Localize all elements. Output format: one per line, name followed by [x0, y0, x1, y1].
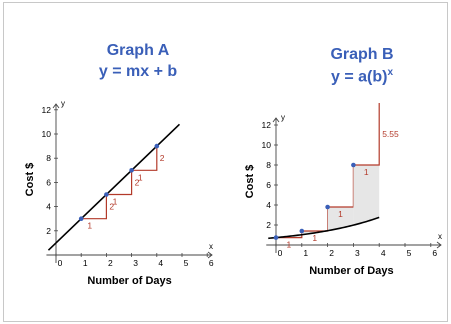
y-tick-label: 12: [42, 105, 52, 115]
data-point: [78, 216, 84, 221]
x-axis-letter: x: [438, 232, 442, 241]
run-label: 1: [113, 197, 118, 207]
step-shade: [327, 165, 354, 231]
x-tick-label: 2: [108, 258, 113, 268]
data-point: [129, 168, 134, 173]
y-tick-label: 4: [46, 202, 51, 212]
data-point: [273, 235, 279, 240]
y-tick-label: 10: [42, 129, 52, 139]
graph-b-title: Graph B y = a(b)x: [282, 46, 442, 86]
y-tick-label: 8: [46, 153, 51, 163]
y-axis-arrow: [52, 103, 60, 109]
y-tick-label: 4: [266, 200, 271, 210]
x-tick-label: 1: [83, 258, 88, 268]
x-tick-label: 5: [184, 258, 189, 268]
data-point: [104, 192, 109, 197]
step-shade: [353, 103, 380, 226]
y-axis-letter: y: [61, 99, 65, 108]
x-axis-letter: x: [209, 242, 213, 251]
y-tick-label: 8: [266, 160, 271, 170]
step-lines: [81, 194, 107, 220]
x-axis-title: Number of Days: [87, 275, 171, 287]
x-tick-label: 1: [303, 248, 308, 258]
data-point: [154, 143, 160, 149]
x-axis-arrow: [207, 251, 213, 259]
y-tick-label: 12: [262, 120, 272, 130]
y-axis-title: Cost $: [24, 163, 36, 197]
x-tick-label: 5: [407, 248, 412, 258]
linear-line: [47, 123, 181, 251]
run-label: 1: [364, 167, 369, 177]
step-lines: [353, 103, 380, 166]
data-point: [325, 204, 330, 210]
y-tick-label: 2: [266, 220, 271, 230]
rise-label: 2: [135, 177, 140, 187]
exponential-curve: [268, 216, 380, 240]
x-axis-arrow: [436, 241, 442, 249]
x-tick-label: 3: [355, 248, 360, 258]
graph-a-title: Graph A y = mx + b: [58, 42, 218, 81]
run-label: 1: [87, 221, 92, 231]
graph-b-equation: y = a(b)x: [330, 67, 394, 86]
step-lines: [106, 170, 133, 196]
x-tick-label: 2: [329, 248, 334, 258]
step-lines: [327, 165, 354, 208]
run-label: 1: [312, 233, 317, 243]
y-tick-label: 6: [46, 177, 51, 187]
y-axis-title: Cost $: [244, 165, 256, 199]
x-tick-label: 0: [58, 258, 63, 268]
step-lines: [131, 146, 158, 171]
rise-label: 2: [109, 202, 114, 212]
x-tick-label: 6: [209, 258, 214, 268]
y-axis-letter: y: [281, 113, 285, 122]
y-tick-label: 10: [262, 140, 272, 150]
rise-label: 2: [160, 153, 165, 163]
x-tick-label: 0: [278, 248, 283, 258]
data-point: [351, 162, 356, 168]
x-axis-title: Number of Days: [309, 265, 393, 277]
run-label: 1: [287, 240, 292, 250]
y-tick-label: 6: [266, 180, 271, 190]
step-shade: [301, 207, 328, 235]
x-tick-label: 4: [158, 258, 163, 268]
run-label: 1: [138, 172, 143, 182]
x-tick-label: 3: [133, 258, 138, 268]
data-point: [299, 228, 305, 234]
y-tick-label: 2: [46, 226, 51, 236]
figure-frame: [3, 2, 448, 322]
graph-a-equation: y = mx + b: [98, 63, 178, 80]
rise-label: 5.55: [382, 129, 399, 139]
x-tick-label: 4: [381, 248, 386, 258]
y-axis-arrow: [272, 117, 280, 123]
x-tick-label: 6: [432, 248, 437, 258]
run-label: 1: [338, 209, 343, 219]
step-lines: [301, 207, 329, 232]
